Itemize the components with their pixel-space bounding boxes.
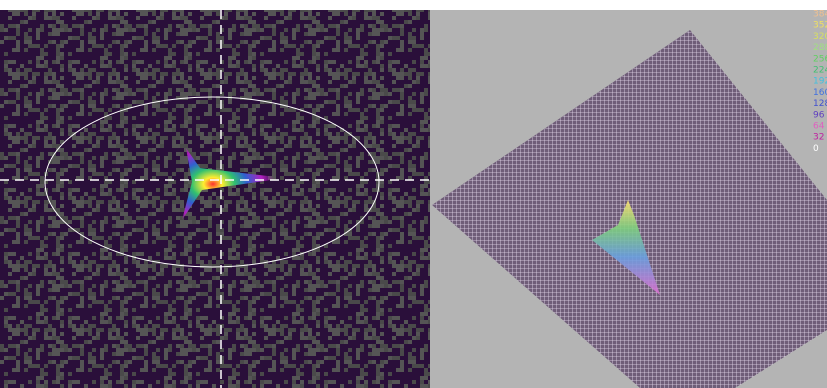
beam-spot xyxy=(182,148,285,220)
noise xyxy=(0,10,430,388)
scale-label: 256 xyxy=(813,54,827,64)
scale-label: 384 xyxy=(813,10,827,20)
scale-label: 352 xyxy=(813,21,827,31)
fit-ellipse xyxy=(44,96,380,268)
scale-label: 160 xyxy=(813,88,827,98)
scale-label: 288 xyxy=(813,43,827,53)
scale-label: 320 xyxy=(813,32,827,42)
color-scale: 3843523202882562241921601289664320 xyxy=(813,10,827,154)
3d-peak xyxy=(592,200,660,295)
scale-label: 192 xyxy=(813,77,827,87)
scale-label: 128 xyxy=(813,99,827,109)
scale-label: 64 xyxy=(813,122,825,132)
scale-label: 0 xyxy=(813,144,819,154)
scale-label: 96 xyxy=(813,110,825,120)
scale-label: 224 xyxy=(813,66,827,76)
scale-label: 32 xyxy=(813,133,824,143)
